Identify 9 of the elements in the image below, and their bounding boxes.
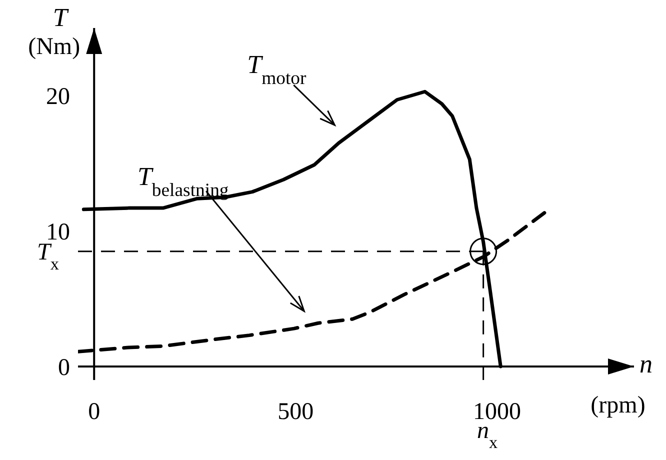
y-tick-label: 0 [58,354,70,381]
x-tick-label: 500 [278,399,314,426]
ref-line-label: T$_{x}$ [37,239,60,273]
text: T$_{belastning}$ [137,162,229,201]
text: T$_{motor}$ [247,50,308,89]
y-axis-title: T (Nm) [28,3,80,60]
y-tick-label: 20 [46,84,70,110]
x-tick-label: 0 [88,399,100,426]
x-axis-title: n (rpm) [590,349,652,418]
